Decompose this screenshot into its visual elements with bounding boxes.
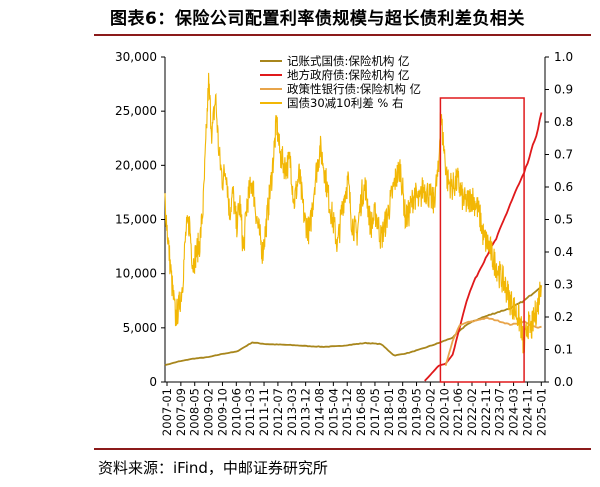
source-rule: [94, 448, 591, 450]
x-tick-label: 2020-10: [437, 388, 451, 436]
x-tick-label: 2018-01: [382, 388, 396, 436]
right-tick-label: 0.7: [554, 148, 573, 162]
x-tick-label: 2007-01: [160, 388, 174, 436]
x-tick-label: 2024-03: [507, 388, 521, 436]
x-tick-label: 2025-01: [534, 388, 548, 436]
series-line-spread: [164, 72, 543, 354]
x-tick-label: 2013-12: [299, 388, 313, 436]
x-tick-label: 2009-02: [202, 388, 216, 436]
x-tick-label: 2022-02: [465, 388, 479, 436]
left-tick-label: 5,000: [123, 321, 157, 335]
left-tick-label: 10,000: [115, 267, 157, 281]
x-tick-label: 2024-11: [520, 388, 534, 436]
right-tick-label: 1.0: [554, 50, 573, 64]
series-line: [444, 316, 542, 366]
x-tick-label: 2015-12: [340, 388, 354, 436]
x-tick-label: 2023-07: [493, 388, 507, 436]
x-tick-label: 2016-08: [354, 388, 368, 436]
legend-label: 地方政府债:保险机构 亿: [287, 68, 410, 82]
x-tick-label: 2009-10: [215, 388, 229, 436]
series-line: [164, 284, 543, 367]
x-tick-label: 2014-08: [312, 388, 326, 436]
legend-label: 记账式国债:保险机构 亿: [287, 54, 410, 68]
x-tick-label: 2010-06: [229, 388, 243, 436]
x-tick-label: 2011-11: [257, 388, 271, 436]
left-tick-label: 20,000: [115, 158, 157, 172]
title-rule: [94, 34, 591, 36]
source-note: 资料来源：iFind，中邮证券研究所: [98, 459, 328, 477]
x-tick-label: 2015-04: [326, 388, 340, 436]
chart-axes: 0 5,000 10,000 15,000 20,000 25,000 30,000 0.0 0…: [115, 50, 573, 436]
x-tick-label: 2012-07: [271, 388, 285, 436]
right-tick-label: 0.1: [554, 343, 573, 357]
left-tick-label: 15,000: [115, 213, 157, 227]
x-tick-label: 2020-02: [423, 388, 437, 436]
x-tick-label: 2007-09: [174, 388, 188, 436]
figure-title: 图表6：保险公司配置利率债规模与超长债利差负相关: [110, 9, 525, 29]
x-tick-label: 2017-05: [368, 388, 382, 436]
highlight-box: [439, 97, 525, 383]
right-tick-label: 0.5: [554, 213, 573, 227]
x-tick-label: 2021-06: [451, 388, 465, 436]
x-tick-label: 2008-05: [188, 388, 202, 436]
x-tick-label: 2018-09: [396, 388, 410, 436]
x-tick-label: 2011-03: [243, 388, 257, 436]
x-tick-label: 2013-03: [285, 388, 299, 436]
series-line: [424, 112, 543, 382]
right-tick-label: 0.0: [554, 375, 573, 389]
right-tick-label: 0.3: [554, 278, 573, 292]
x-tick-label: 2022-11: [479, 388, 493, 436]
legend-label: 国债30减10利差 % 右: [287, 96, 404, 110]
legend-label: 政策性银行债:保险机构 亿: [287, 82, 421, 96]
right-tick-label: 0.6: [554, 180, 573, 194]
chart-series: [164, 72, 543, 382]
left-tick-label: 25,000: [115, 104, 157, 118]
right-tick-label: 0.8: [554, 115, 573, 129]
left-tick-label: 0: [149, 375, 157, 389]
right-tick-label: 0.4: [554, 245, 573, 259]
x-tick-label: 2019-05: [410, 388, 424, 436]
right-tick-label: 0.2: [554, 310, 573, 324]
right-tick-label: 0.9: [554, 83, 573, 97]
left-tick-label: 30,000: [115, 50, 157, 64]
